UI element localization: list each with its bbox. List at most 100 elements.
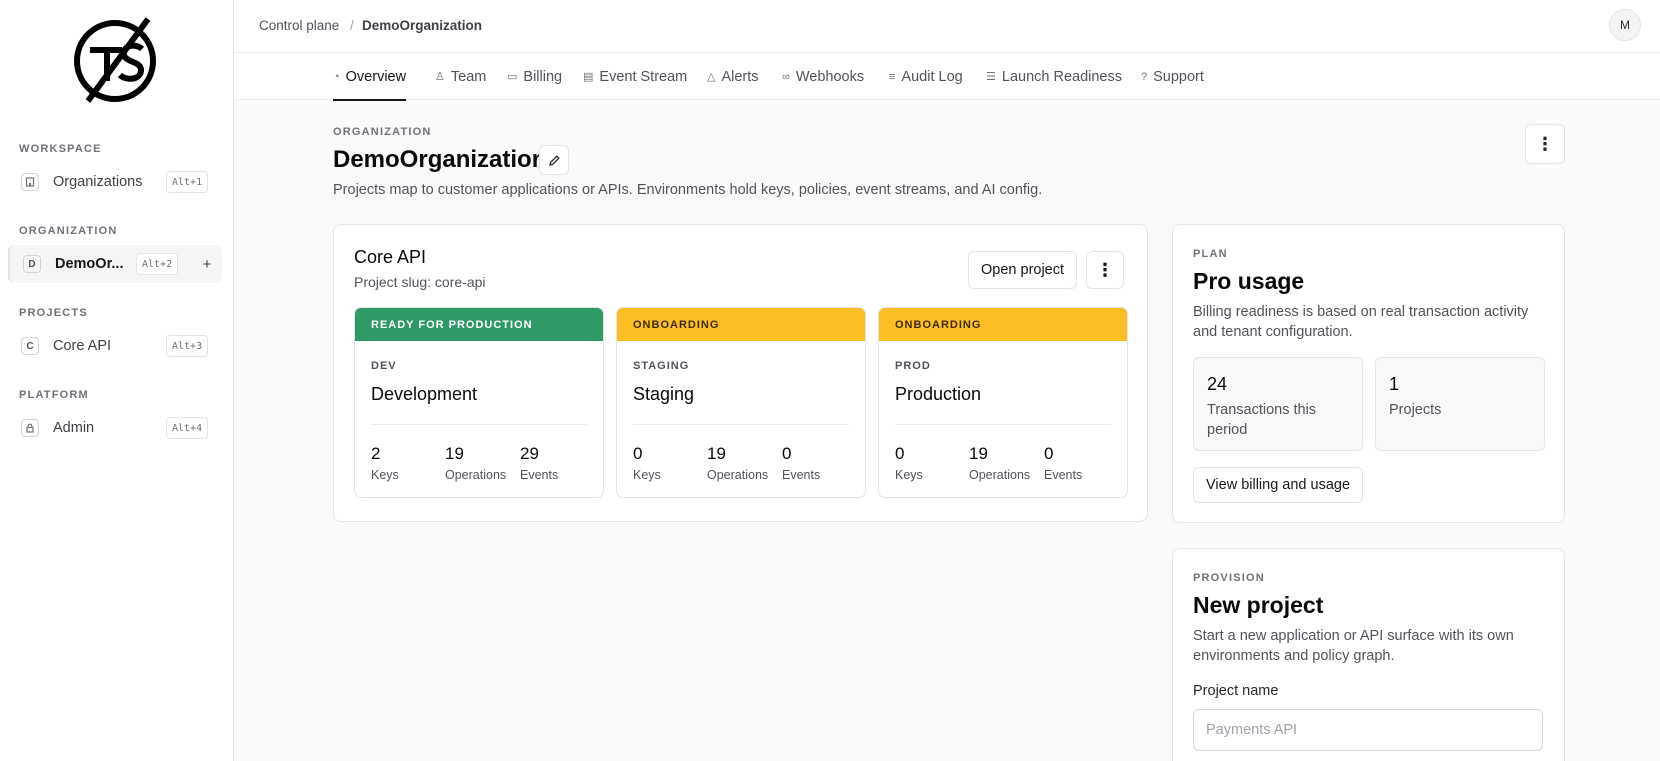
- status-badge: ONBOARDING: [617, 308, 865, 341]
- provision-title: New project: [1193, 592, 1324, 618]
- pencil-icon: [548, 154, 560, 166]
- tab-label: Overview: [345, 68, 407, 85]
- tab-overview[interactable]: ◔ Overview: [333, 53, 407, 101]
- shortcut-badge: Alt+4: [166, 417, 209, 439]
- shortcut-badge: Alt+2: [136, 253, 179, 275]
- tab-label: Webhooks: [795, 68, 865, 85]
- metric-transactions: 24 Transactions this period: [1193, 357, 1363, 451]
- tab-event-stream[interactable]: ▤ Event Stream: [583, 53, 687, 100]
- plan-card: PLAN Pro usage Billing readiness is base…: [1172, 224, 1565, 523]
- metric-label: Transactions this period: [1207, 402, 1317, 438]
- plan-title: Pro usage: [1193, 268, 1305, 294]
- divider: [895, 424, 1111, 425]
- stat-keys-value: 0: [895, 444, 905, 463]
- user-avatar[interactable]: M: [1609, 9, 1641, 41]
- env-card-production[interactable]: ONBOARDING PROD Production 0 Keys 19 Ope…: [878, 307, 1128, 498]
- tab-launch-readiness[interactable]: ☰ Launch Readiness: [986, 53, 1122, 100]
- top-bar: Control plane / DemoOrganization M: [235, 0, 1660, 53]
- stat-keys-label: Keys: [633, 468, 661, 482]
- tab-billing[interactable]: ▭ Billing: [507, 53, 562, 100]
- org-tabs: ◔ Overview ♙ Team ▭ Billing ▤ Event Stream △…: [235, 53, 1660, 101]
- provision-eyebrow: PROVISION: [1193, 572, 1265, 584]
- sidebar-item-label: Core API: [53, 338, 112, 354]
- project-card: Core API Project slug: core-api Open pro…: [333, 224, 1148, 522]
- env-card-development[interactable]: READY FOR PRODUCTION DEV Development 2 K…: [354, 307, 604, 498]
- shortcut-badge: Alt+3: [166, 335, 209, 357]
- breadcrumb-separator: /: [350, 18, 354, 33]
- stat-keys-value: 2: [371, 444, 381, 463]
- stat-events-value: 0: [782, 444, 792, 463]
- tab-label: Team: [450, 68, 487, 85]
- stat-operations-value: 19: [445, 444, 464, 463]
- view-billing-button[interactable]: View billing and usage: [1193, 467, 1364, 503]
- stat-events-value: 29: [520, 444, 539, 463]
- metric-label: Projects: [1389, 402, 1442, 418]
- tab-team[interactable]: ♙ Team: [435, 53, 486, 100]
- tab-label: Audit Log: [901, 68, 963, 85]
- project-name-input[interactable]: [1193, 709, 1543, 751]
- stat-operations-value: 19: [707, 444, 726, 463]
- divider: [371, 424, 587, 425]
- stat-events-label: Events: [520, 468, 559, 482]
- page-title: DemoOrganization: [333, 146, 547, 173]
- sidebar-item-label: Organizations: [53, 174, 143, 190]
- edit-name-button[interactable]: [539, 145, 569, 175]
- tab-support[interactable]: ? Support: [1141, 53, 1204, 100]
- gauge-icon: ◔: [333, 70, 340, 83]
- project-more-button[interactable]: ⋮: [1086, 251, 1124, 289]
- stat-events-label: Events: [782, 468, 821, 482]
- stat-events-label: Events: [1044, 468, 1083, 482]
- env-code: DEV: [371, 360, 397, 372]
- sidebar-heading: WORKSPACE: [19, 143, 102, 155]
- calendar-icon: ▤: [583, 71, 594, 83]
- breadcrumb-control-plane[interactable]: Control plane: [259, 18, 340, 33]
- sidebar-item-admin[interactable]: Admin Alt+4: [8, 409, 222, 447]
- env-name: Production: [895, 384, 982, 404]
- project-title: Core API: [354, 247, 427, 267]
- tab-label: Event Stream: [599, 68, 688, 85]
- card-icon: ▭: [507, 71, 518, 83]
- plan-description: Billing readiness is based on real trans…: [1193, 304, 1529, 340]
- env-card-staging[interactable]: ONBOARDING STAGING Staging 0 Keys 19 Ope…: [616, 307, 866, 498]
- sidebar-item-core-api[interactable]: C Core API Alt+3: [8, 327, 222, 365]
- provision-description: Start a new application or API surface w…: [1193, 628, 1514, 664]
- project-name-label: Project name: [1193, 683, 1279, 699]
- stat-operations-value: 19: [969, 444, 988, 463]
- page-eyebrow: ORGANIZATION: [333, 126, 432, 138]
- env-code: STAGING: [633, 360, 690, 372]
- env-code: PROD: [895, 360, 931, 372]
- project-slug: Project slug: core-api: [354, 274, 486, 290]
- metric-value: 1: [1389, 374, 1400, 394]
- tab-label: Billing: [523, 68, 563, 85]
- sidebar-item-demo-organization[interactable]: D DemoOr... Alt+2 +: [8, 245, 222, 283]
- more-vertical-icon: ⋮: [1536, 133, 1554, 154]
- org-letter-icon: D: [23, 255, 41, 273]
- env-name: Development: [371, 384, 478, 404]
- checklist-icon: ☰: [986, 71, 996, 83]
- sidebar-heading: PROJECTS: [19, 307, 88, 319]
- breadcrumb-current: DemoOrganization: [362, 18, 483, 33]
- metric-value: 24: [1207, 374, 1228, 394]
- status-badge: ONBOARDING: [879, 308, 1127, 341]
- sidebar-item-label: DemoOr...: [55, 256, 124, 272]
- stat-operations-label: Operations: [707, 468, 769, 482]
- sidebar-item-organizations[interactable]: Organizations Alt+1: [8, 163, 222, 201]
- sidebar-item-label: Admin: [53, 420, 95, 436]
- tab-webhooks[interactable]: ∞ Webhooks: [782, 53, 864, 100]
- status-badge: READY FOR PRODUCTION: [355, 308, 603, 341]
- stat-keys-label: Keys: [895, 468, 923, 482]
- open-project-button[interactable]: Open project: [968, 251, 1078, 289]
- tab-label: Launch Readiness: [1001, 68, 1122, 85]
- sidebar-heading: PLATFORM: [19, 389, 89, 401]
- page-description: Projects map to customer applications or…: [333, 182, 1043, 198]
- brand-logo[interactable]: [72, 17, 158, 105]
- warning-icon: △: [707, 71, 716, 83]
- project-letter-icon: C: [21, 337, 39, 355]
- lock-icon: [21, 419, 39, 437]
- stat-keys-value: 0: [633, 444, 643, 463]
- list-icon: ≡: [889, 70, 896, 83]
- org-more-button[interactable]: ⋮: [1525, 124, 1565, 164]
- add-project-button[interactable]: +: [202, 255, 212, 273]
- tab-audit-log[interactable]: ≡ Audit Log: [889, 53, 963, 100]
- tab-alerts[interactable]: △ Alerts: [707, 53, 759, 100]
